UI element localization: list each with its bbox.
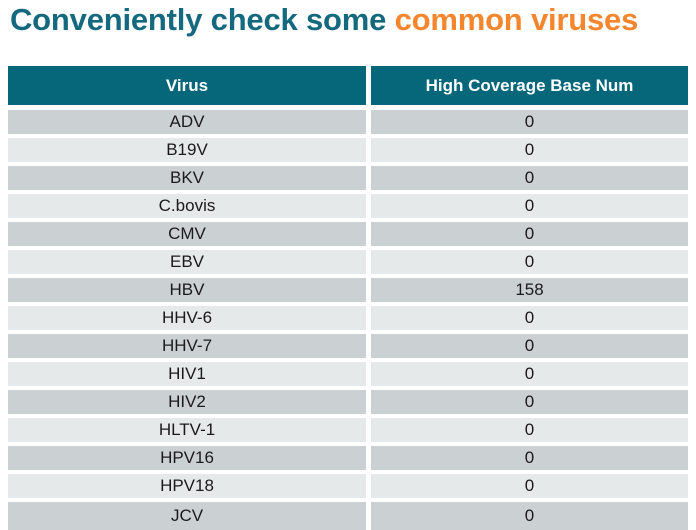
virus-table-body: ADV 0 B19V 0 BKV 0 C.bovis 0 CMV 0 EBV 0 HBV 158 HHV-6… [8, 110, 688, 530]
virus-name-cell: HPV18 [8, 474, 371, 503]
virus-name-cell: HHV-7 [8, 334, 371, 363]
table-row: C.bovis 0 [8, 194, 688, 223]
table-row: HHV-7 0 [8, 334, 688, 363]
high-coverage-base-num-cell: 0 [371, 390, 688, 419]
high-coverage-base-num-cell: 0 [371, 194, 688, 223]
high-coverage-base-num-cell: 158 [371, 278, 688, 307]
page-title: Conveniently check some common viruses [10, 2, 696, 37]
column-header-virus: Virus [8, 66, 371, 111]
virus-name-cell: C.bovis [8, 194, 371, 223]
virus-name-cell: BKV [8, 166, 371, 195]
table-header-row: Virus High Coverage Base Num [8, 66, 688, 111]
table-row: HPV18 0 [8, 474, 688, 503]
table-row: HIV1 0 [8, 362, 688, 391]
virus-name-cell: EBV [8, 250, 371, 279]
virus-table: Virus High Coverage Base Num ADV 0 B19V 0 BK… [8, 66, 688, 530]
column-header-high-coverage-base-num: High Coverage Base Num [371, 66, 688, 111]
table-row: ADV 0 [8, 110, 688, 139]
table-row: B19V 0 [8, 138, 688, 167]
high-coverage-base-num-cell: 0 [371, 334, 688, 363]
high-coverage-base-num-cell: 0 [371, 474, 688, 503]
high-coverage-base-num-cell: 0 [371, 446, 688, 475]
virus-name-cell: HPV16 [8, 446, 371, 475]
table-row: HIV2 0 [8, 390, 688, 419]
table-row: BKV 0 [8, 166, 688, 195]
high-coverage-base-num-cell: 0 [371, 362, 688, 391]
virus-name-cell: HBV [8, 278, 371, 307]
table-row: HLTV-1 0 [8, 418, 688, 447]
table-row: HHV-6 0 [8, 306, 688, 335]
high-coverage-base-num-cell: 0 [371, 306, 688, 335]
page-title-prefix: Conveniently check some [10, 2, 395, 37]
virus-name-cell: JCV [8, 502, 371, 530]
virus-table-head: Virus High Coverage Base Num [8, 66, 688, 111]
table-row: EBV 0 [8, 250, 688, 279]
page-title-highlight: common viruses [394, 2, 639, 37]
virus-name-cell: HIV2 [8, 390, 371, 419]
high-coverage-base-num-cell: 0 [371, 138, 688, 167]
high-coverage-base-num-cell: 0 [371, 250, 688, 279]
high-coverage-base-num-cell: 0 [371, 222, 688, 251]
high-coverage-base-num-cell: 0 [371, 502, 688, 530]
high-coverage-base-num-cell: 0 [371, 166, 688, 195]
high-coverage-base-num-cell: 0 [371, 418, 688, 447]
virus-name-cell: B19V [8, 138, 371, 167]
virus-name-cell: CMV [8, 222, 371, 251]
virus-name-cell: HLTV-1 [8, 418, 371, 447]
virus-name-cell: HIV1 [8, 362, 371, 391]
high-coverage-base-num-cell: 0 [371, 110, 688, 139]
table-row: CMV 0 [8, 222, 688, 251]
virus-name-cell: ADV [8, 110, 371, 139]
table-row: HPV16 0 [8, 446, 688, 475]
virus-name-cell: HHV-6 [8, 306, 371, 335]
table-row: JCV 0 [8, 502, 688, 530]
table-row: HBV 158 [8, 278, 688, 307]
